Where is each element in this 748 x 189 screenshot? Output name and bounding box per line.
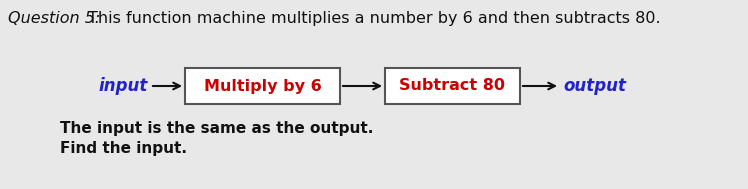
Text: Subtract 80: Subtract 80: [399, 78, 506, 94]
Text: Multiply by 6: Multiply by 6: [203, 78, 322, 94]
Text: The input is the same as the output.: The input is the same as the output.: [60, 121, 373, 136]
Bar: [185, 68, 340, 104]
Text: This function machine multiplies a number by 6 and then subtracts 80.: This function machine multiplies a numbe…: [88, 11, 660, 26]
Bar: [385, 68, 520, 104]
Text: Find the input.: Find the input.: [60, 141, 187, 156]
Text: input: input: [99, 77, 148, 95]
Text: output: output: [563, 77, 626, 95]
Text: Question 5:: Question 5:: [8, 11, 100, 26]
